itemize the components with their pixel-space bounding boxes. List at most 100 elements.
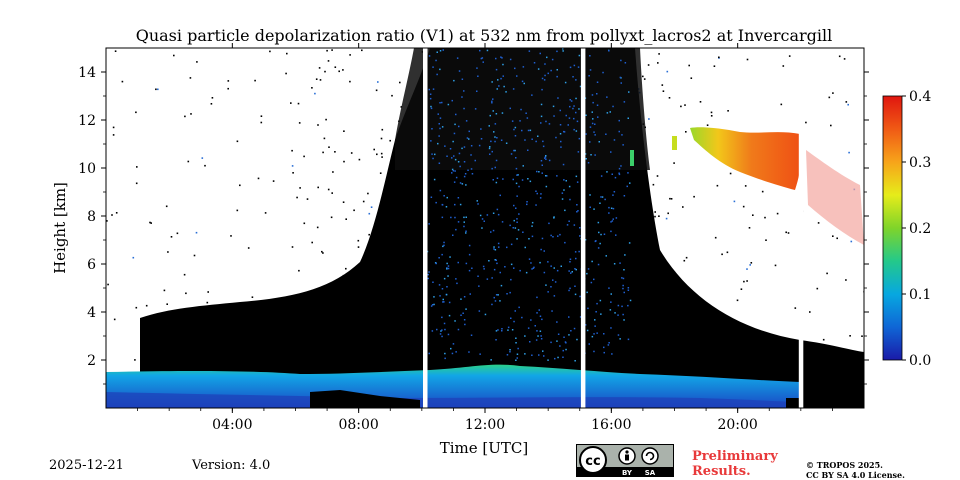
cloud-speck (514, 310, 516, 312)
cloud-speck (617, 334, 620, 336)
cloud-speck (562, 163, 565, 166)
cloud-speck (560, 265, 562, 267)
cloud-speck (627, 338, 630, 341)
cloud-speck (579, 295, 581, 298)
cloud-speck (601, 196, 604, 198)
cloud-speck (480, 57, 483, 60)
noise-speck (318, 67, 321, 69)
cloud-speck (550, 286, 552, 288)
cloud-speck (548, 222, 550, 225)
cloud-speck (593, 350, 595, 353)
noise-speck (642, 75, 644, 78)
noise-speck (260, 115, 263, 117)
cloud-speck (563, 336, 565, 338)
cloud-speck (598, 231, 600, 234)
cloud-speck (471, 267, 473, 269)
cloud-speck (618, 167, 621, 170)
cloud-speck (497, 329, 499, 331)
cloud-speck (470, 154, 472, 156)
cloud-speck (590, 154, 592, 156)
x-tick-label-3: 16:00 (591, 417, 631, 433)
cloud-speck (541, 318, 543, 321)
noise-speck (752, 214, 754, 216)
cloud-speck (455, 113, 457, 116)
cloud-speck (556, 75, 558, 78)
cloud-speck (512, 88, 515, 90)
cloud-speck (600, 175, 603, 177)
cloud-speck (588, 75, 590, 77)
cloud-speck (564, 81, 567, 84)
noise-speck (311, 87, 313, 89)
cloud-speck (516, 221, 518, 223)
cloud-speck (555, 136, 557, 139)
cloud-speck (443, 277, 446, 280)
noise-speck (785, 231, 787, 234)
cloud-speck (620, 59, 622, 62)
cloud-speck (434, 153, 436, 156)
cloud-speck (535, 140, 537, 143)
sa-icon (641, 447, 659, 465)
noise-speck (112, 126, 115, 129)
late-no-data-block-2 (786, 398, 802, 408)
cloud-speck (566, 224, 569, 226)
cloud-speck (464, 173, 467, 175)
cloud-speck (615, 217, 618, 219)
cloud-speck (446, 196, 448, 199)
cloud-speck (627, 172, 629, 174)
cloud-speck (547, 72, 549, 75)
cloud-speck (441, 101, 443, 104)
cloud-speck (597, 221, 600, 224)
noise-speck (107, 283, 109, 286)
cloud-speck (517, 229, 520, 231)
cloud-speck (539, 197, 542, 199)
noise-speck (665, 217, 668, 220)
cloud-speck (531, 268, 533, 270)
cloud-speck (441, 329, 443, 331)
noise-speck (849, 335, 851, 337)
noise-speck (780, 103, 783, 106)
cloud-speck (465, 184, 467, 186)
cloud-speck (543, 79, 546, 81)
noise-speck (331, 192, 333, 194)
cirrus-fringe (806, 150, 864, 245)
cloud-speck (627, 287, 630, 289)
cloud-speck (512, 227, 514, 229)
cloud-speck (538, 354, 540, 356)
cloud-speck (463, 216, 465, 219)
noise-speck (260, 121, 263, 124)
cloud-speck (586, 329, 589, 332)
preliminary-line-2: Results. (692, 464, 751, 479)
cloud-speck (568, 334, 570, 336)
cloud-speck (488, 125, 490, 127)
cloud-speck (496, 177, 499, 179)
noise-speck (666, 70, 669, 73)
cloud-speck (500, 284, 503, 287)
cloud-speck (438, 162, 441, 164)
cloud-speck (524, 246, 526, 249)
cloud-speck (513, 320, 515, 323)
cloud-speck (537, 335, 539, 337)
cloud-speck (560, 146, 562, 148)
noise-speck (368, 233, 370, 236)
low-no-data-patch (310, 390, 420, 408)
cloud-speck (562, 356, 564, 358)
cloud-speck (544, 156, 547, 158)
noise-speck (303, 222, 306, 225)
cloud-speck (442, 245, 444, 248)
cloud-speck (556, 340, 558, 342)
noise-speck (787, 232, 790, 234)
noise-speck (729, 172, 732, 175)
cloud-speck (603, 333, 605, 335)
noise-speck (132, 256, 135, 259)
cloud-speck (606, 96, 608, 98)
cloud-speck (594, 319, 596, 321)
noise-speck (748, 227, 751, 229)
noise-speck (826, 272, 828, 275)
cloud-speck (612, 194, 614, 196)
noise-speck (845, 101, 848, 103)
cloud-speck (598, 141, 600, 143)
cloud-speck (449, 256, 451, 258)
cloud-speck (542, 140, 544, 143)
cloud-speck (522, 66, 525, 68)
cloud-speck (545, 158, 547, 160)
